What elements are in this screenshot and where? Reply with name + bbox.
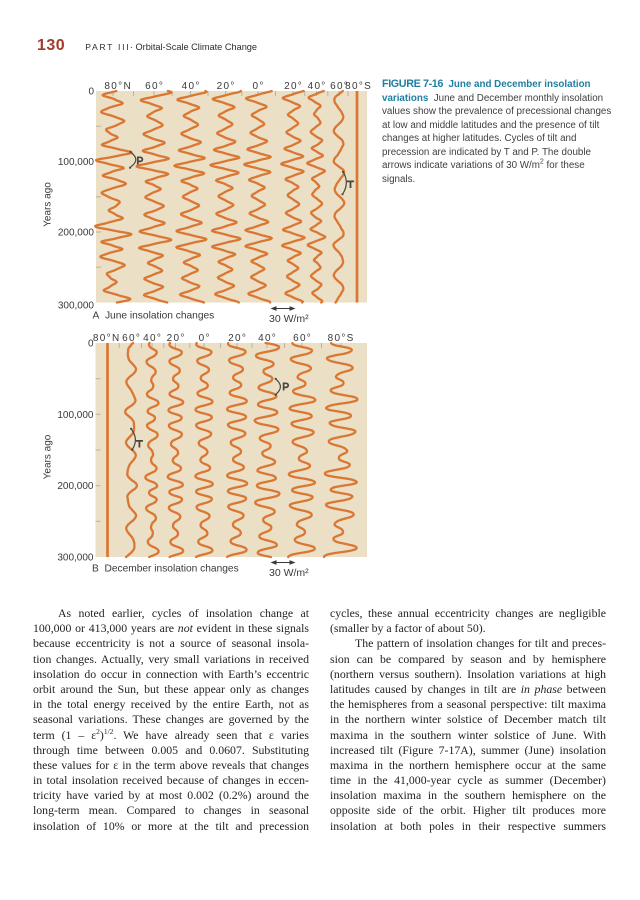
svg-text:20°: 20° — [284, 81, 303, 92]
svg-text:Years ago: Years ago — [43, 182, 54, 227]
svg-text:60°: 60° — [145, 81, 164, 92]
svg-text:80°N: 80°N — [93, 333, 121, 344]
svg-text:40°: 40° — [143, 333, 162, 344]
svg-text:40°: 40° — [258, 333, 277, 344]
svg-text:0°: 0° — [253, 81, 265, 92]
svg-text:80°S: 80°S — [328, 333, 355, 344]
svg-text:200,000: 200,000 — [57, 481, 94, 492]
svg-text:100,000: 100,000 — [58, 157, 95, 168]
svg-text:0°: 0° — [199, 333, 211, 344]
svg-text:60°: 60° — [293, 333, 312, 344]
svg-text:30 W/m²: 30 W/m² — [269, 567, 309, 579]
svg-text:200,000: 200,000 — [58, 228, 95, 239]
svg-text:20°: 20° — [217, 81, 236, 92]
svg-text:80°N: 80°N — [104, 81, 132, 92]
svg-text:20°: 20° — [167, 333, 186, 344]
svg-text:40°: 40° — [182, 81, 201, 92]
svg-text:60°: 60° — [330, 81, 349, 92]
svg-text:20°: 20° — [228, 333, 247, 344]
svg-text:A June insolation changes: A June insolation changes — [93, 311, 215, 322]
svg-text:300,000: 300,000 — [58, 301, 95, 312]
svg-text:Years ago: Years ago — [43, 434, 54, 479]
svg-text:300,000: 300,000 — [57, 553, 94, 564]
svg-text:100,000: 100,000 — [57, 410, 94, 421]
svg-text:60°: 60° — [122, 333, 141, 344]
svg-text:0: 0 — [88, 87, 94, 98]
svg-text:B December insolation changes: B December insolation changes — [92, 564, 239, 575]
svg-text:80°S: 80°S — [345, 81, 372, 92]
svg-text:0: 0 — [88, 339, 94, 350]
svg-text:30 W/m²: 30 W/m² — [269, 313, 309, 325]
svg-text:40°: 40° — [308, 81, 327, 92]
